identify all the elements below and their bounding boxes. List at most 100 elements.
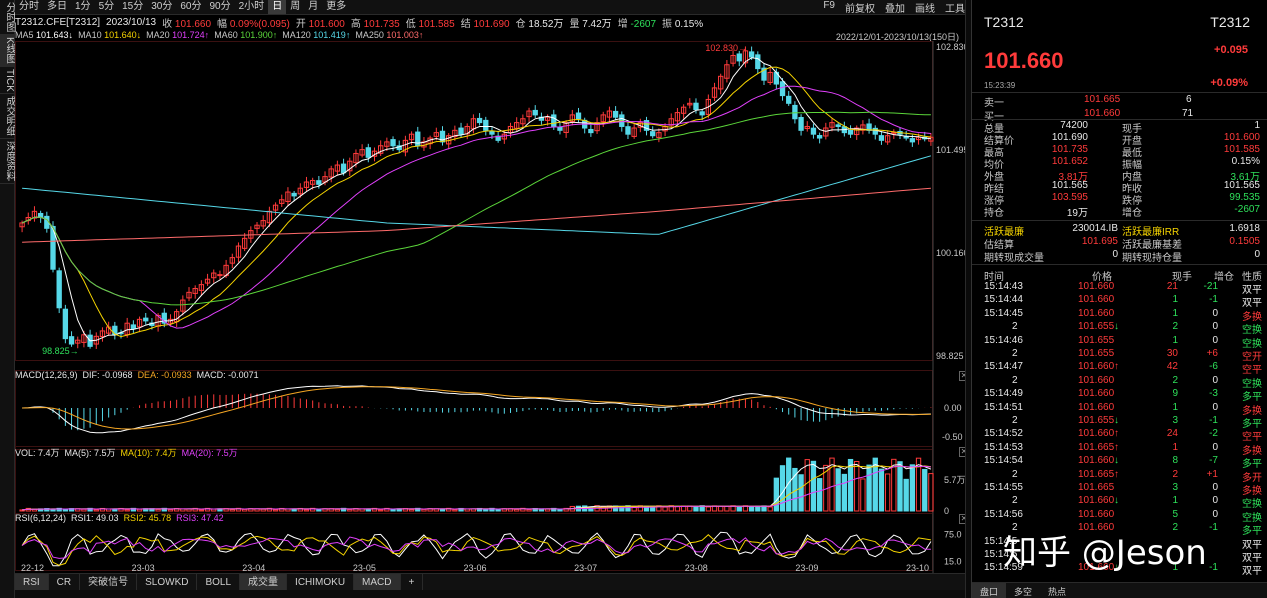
quote-info-bar: T2312.CFE[T2312] 2023/10/13 收 101.660 幅 …: [15, 15, 970, 30]
candle-body: [384, 141, 390, 147]
x-tick-label: 23-05: [353, 563, 376, 573]
volume-bar: [347, 509, 353, 512]
period-0[interactable]: 分时: [19, 1, 39, 12]
tick-volume: 1: [1172, 441, 1178, 453]
arrow-down-icon: ↓: [1114, 415, 1119, 426]
candle-body: [310, 179, 316, 185]
indicator-tab-3[interactable]: SLOWKD: [137, 574, 198, 590]
volume-bar: [835, 468, 841, 512]
tick-price: 101.660: [1078, 455, 1115, 467]
stat-value: 103.595: [1051, 192, 1088, 203]
vol-legend: VOL: 7.4万 MA(5): 7.5万 MA(10): 7.4万 MA(20…: [15, 446, 238, 459]
tick-oi-change: 0: [1212, 374, 1218, 386]
tick-header-cell: 现手: [1172, 272, 1192, 283]
indicator-tab-6[interactable]: ICHIMOKU: [287, 574, 355, 590]
oichg-label: 增: [617, 18, 628, 30]
candle-body: [798, 117, 804, 131]
ma-value: 101.419↑: [313, 30, 351, 40]
indicator-tab-1[interactable]: CR: [49, 574, 81, 590]
indicator-tab-5[interactable]: 成交量: [240, 574, 288, 590]
indicator-tab-4[interactable]: BOLL: [197, 574, 241, 590]
volume-bar: [167, 509, 174, 512]
stat-value: 1: [1254, 120, 1260, 131]
volume-bar: [415, 507, 421, 512]
candle-body: [136, 318, 143, 328]
candle-body: [476, 117, 483, 124]
volume-bar: [136, 508, 143, 512]
rail-tab-3[interactable]: 成交明细: [0, 94, 15, 140]
volume-bar: [742, 505, 749, 512]
ma-label: MA120: [282, 30, 314, 40]
macd-dif: DIF: -0.0968: [82, 370, 133, 380]
candle-body: [792, 104, 798, 120]
rail-tab-4[interactable]: 深度资料: [0, 139, 15, 185]
period-7[interactable]: 90分: [209, 1, 231, 12]
vol-label: 量: [569, 18, 580, 30]
stat-value: 101.600: [1223, 132, 1260, 143]
volume-bar: [841, 473, 848, 512]
volume-bar: [495, 508, 501, 512]
period-1[interactable]: 多日: [47, 1, 67, 12]
ma-line-ma5: [21, 57, 931, 342]
panel-splitter[interactable]: [965, 0, 971, 598]
rail-tab-1[interactable]: K线图: [0, 35, 15, 67]
indicator-tab-7[interactable]: MACD: [354, 574, 401, 590]
max-price-label: 102.830→: [705, 43, 747, 53]
period-2[interactable]: 1分: [75, 1, 91, 12]
volume-bar: [928, 473, 934, 512]
toolbar-btn-1[interactable]: 前复权: [845, 3, 875, 15]
period-5[interactable]: 30分: [151, 1, 173, 12]
ma-line-ma20: [21, 85, 931, 329]
period-3[interactable]: 5分: [98, 1, 115, 12]
volume-ma-line: [22, 465, 931, 511]
chart-scrollbar[interactable]: [15, 590, 970, 598]
tick-nature: 空换: [1242, 325, 1262, 337]
indicator-tab-8[interactable]: +: [401, 574, 424, 590]
toolbar-btn-2[interactable]: 叠加: [885, 3, 905, 15]
quote-tab-2[interactable]: 热点: [1048, 587, 1067, 597]
candle-body: [650, 131, 656, 137]
candle-body: [928, 136, 934, 142]
period-11[interactable]: 月: [308, 1, 319, 12]
period-6[interactable]: 60分: [180, 1, 202, 12]
period-10[interactable]: 周: [290, 1, 301, 12]
period-12[interactable]: 更多: [326, 1, 347, 12]
candle-body: [569, 114, 575, 122]
indicator-tab-2[interactable]: 突破信号: [80, 574, 138, 590]
rail-tab-0[interactable]: 分时图: [0, 0, 15, 35]
tick-oi-change: 0: [1212, 307, 1218, 319]
candle-body: [656, 132, 662, 138]
candle-body: [823, 127, 829, 137]
toolbar-btn-4[interactable]: 工具: [945, 3, 965, 15]
stat-value: 19万: [1066, 208, 1088, 219]
volume-bar: [198, 509, 205, 512]
stat-label: 振幅: [1122, 160, 1142, 171]
volume-bar: [705, 506, 712, 512]
candle-body: [211, 272, 217, 279]
volume-bar: [779, 465, 786, 512]
stat-value: 3.81万: [1058, 172, 1088, 183]
period-toolbar: 分时 多日 1分 5分 15分 30分 60分 90分 2小时日周月更多 F9 前复权 叠加 画线 工具: [15, 0, 970, 15]
toolbar-btn-3[interactable]: 画线: [915, 3, 935, 15]
indicator-tab-0[interactable]: RSI: [15, 574, 49, 590]
period-9[interactable]: 日: [268, 0, 287, 14]
rail-tab-2[interactable]: TICK: [0, 67, 15, 95]
toolbar-btn-0[interactable]: F9: [823, 0, 835, 11]
stat-label: 最低: [1122, 148, 1142, 159]
kline-chart-area[interactable]: 102.830 101.495 100.160 98.825 102.830→ 98.82…: [15, 41, 965, 573]
quote-tab-1[interactable]: 多空: [1014, 587, 1033, 597]
macd-tick-label: -0.50: [942, 432, 963, 442]
quote-panel: T2312 T2312 +0.095 101.660 +0.09% 15:23:…: [971, 0, 1267, 598]
change-amount: +0.095: [1214, 44, 1248, 56]
candle-body: [891, 132, 897, 135]
last-price: 101.660: [984, 48, 1064, 73]
tick-time: 2: [1012, 374, 1018, 386]
period-8[interactable]: 2小时: [238, 1, 265, 12]
period-4[interactable]: 15分: [122, 1, 144, 12]
ma-label: MA10: [78, 30, 105, 40]
quote-tab-0[interactable]: 盘口: [972, 583, 1007, 598]
tick-price: 101.665: [1078, 468, 1115, 480]
volume-bar: [266, 507, 273, 512]
tick-oi-change: -21: [1203, 281, 1218, 292]
x-tick-label: 23-06: [464, 563, 487, 573]
